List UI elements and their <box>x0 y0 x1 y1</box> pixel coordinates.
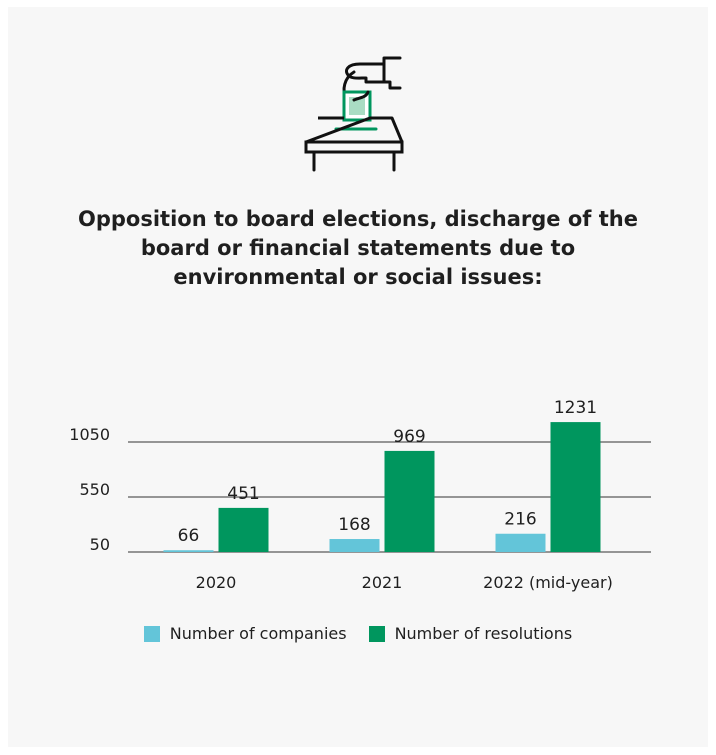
bar-resolutions <box>218 507 269 552</box>
y-tick-label: 1050 <box>69 425 110 444</box>
x-category-label: 2022 (mid-year) <box>483 573 613 592</box>
chart-title: Opposition to board elections, discharge… <box>78 207 638 289</box>
bar-companies <box>329 539 380 552</box>
bar-companies <box>163 550 214 552</box>
bar-companies <box>495 533 546 552</box>
data-label: 66 <box>178 526 200 546</box>
ballot-box-voting-icon <box>296 48 416 178</box>
data-label: 969 <box>393 427 425 447</box>
x-category-label: 2020 <box>196 573 237 592</box>
data-label: 451 <box>227 484 259 504</box>
chart-legend: Number of companies Number of resolution… <box>0 624 716 643</box>
x-category-label: 2021 <box>362 573 403 592</box>
legend-item-companies: Number of companies <box>143 624 347 643</box>
legend-item-resolutions: Number of resolutions <box>368 624 573 643</box>
legend-label-companies: Number of companies <box>169 624 347 643</box>
legend-swatch-companies <box>143 625 160 642</box>
data-label: 168 <box>338 515 370 535</box>
bar-resolutions <box>384 450 435 552</box>
data-label: 1231 <box>554 398 597 418</box>
data-label: 216 <box>504 510 536 530</box>
bar-resolutions <box>550 422 601 552</box>
bar-chart: 50 550 1050 66 451 2020 168 969 2021 216 1231 2022 … <box>69 398 651 592</box>
y-tick-label: 50 <box>90 535 110 554</box>
legend-swatch-resolutions <box>368 625 385 642</box>
legend-label-resolutions: Number of resolutions <box>394 624 573 643</box>
y-tick-label: 550 <box>79 480 110 499</box>
